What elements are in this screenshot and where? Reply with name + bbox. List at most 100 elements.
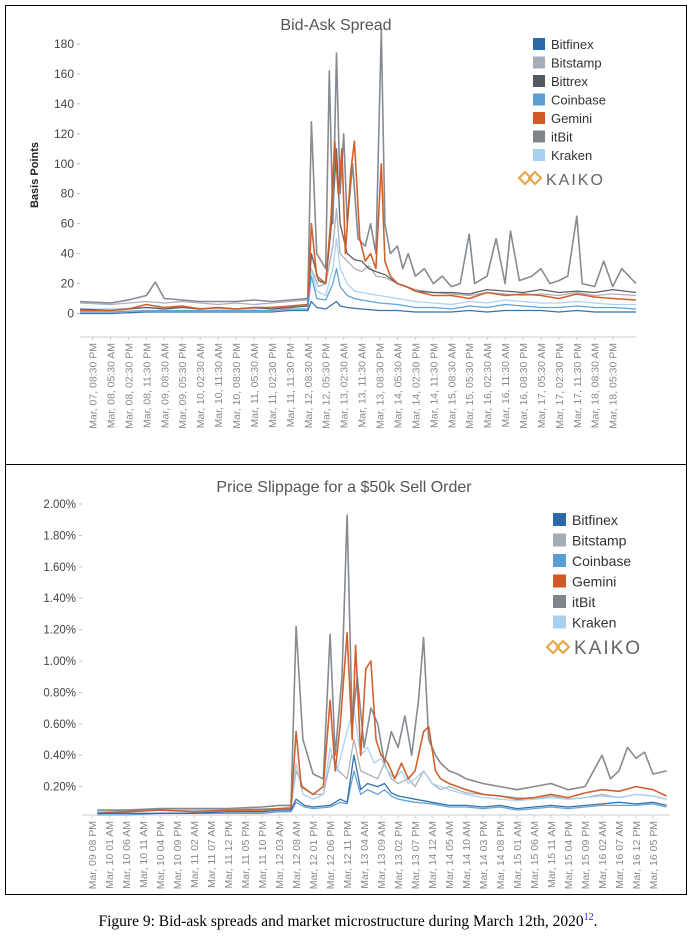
x-tick-label: Mar, 14 05 AM — [444, 821, 456, 889]
series-line-bitstamp — [97, 738, 667, 813]
x-tick-label: Mar, 10 09 PM — [172, 821, 184, 889]
legend-label-itbit: itBit — [572, 594, 595, 610]
legend-swatch-bittrex — [533, 75, 545, 87]
x-tick-label: Mar, 14, 02:30 PM — [410, 343, 422, 429]
y-tick-label: 120 — [54, 127, 74, 141]
x-tick-label: Mar, 17, 05:30 AM — [536, 343, 548, 428]
legend-label-bitfinex: Bitfinex — [551, 37, 594, 52]
y-tick-label: 2.00% — [43, 499, 76, 511]
kaiko-logo: KAIKO — [517, 170, 605, 189]
y-tick-label: 140 — [54, 97, 74, 111]
x-tick-label: Mar, 13, 11:30 AM — [357, 343, 369, 427]
legend-label-gemini: Gemini — [551, 111, 592, 126]
figure-caption: Figure 9: Bid-ask spreads and market mic… — [0, 912, 696, 931]
x-tick-label: Mar, 11 07 AM — [206, 821, 218, 888]
x-tick-label: Mar, 15 04 PM — [563, 821, 575, 889]
x-tick-label: Mar, 12 06 PM — [325, 821, 337, 889]
legend-label-coinbase: Coinbase — [572, 553, 631, 569]
x-tick-label: Mar, 14 10 AM — [461, 821, 473, 889]
x-tick-label: Mar, 10 06 AM — [121, 821, 133, 889]
x-tick-label: Mar, 14 03 PM — [478, 821, 490, 889]
x-tick-label: Mar, 08, 11:30 PM — [141, 343, 153, 428]
x-tick-label: Mar, 14 08 PM — [495, 821, 507, 889]
x-tick-label: Mar, 10, 02:30 AM — [195, 343, 207, 428]
x-tick-label: Mar, 12 01 PM — [308, 821, 320, 889]
x-tick-label: Mar, 15, 08:30 AM — [446, 343, 458, 428]
x-tick-label: Mar, 13 02 PM — [393, 821, 405, 889]
x-tick-label: Mar, 13, 02:30 AM — [339, 343, 351, 428]
caption-footnote-link[interactable]: 12 — [583, 912, 594, 923]
y-tick-label: 160 — [54, 67, 74, 81]
y-tick-label: 0.20% — [43, 782, 76, 794]
x-tick-label: Mar, 10 04 PM — [155, 821, 167, 889]
y-tick-label: 180 — [54, 37, 74, 51]
x-tick-label: Mar, 10 11 AM — [138, 821, 150, 888]
y-tick-label: 80 — [61, 187, 75, 201]
y-tick-label: 1.60% — [43, 562, 76, 574]
x-tick-label: Mar, 09, 05:30 PM — [177, 343, 189, 429]
figure-frame: Bid-Ask Spread Basis Points 0 20 40 60 80 100 12… — [5, 5, 687, 895]
x-tick-label: Mar, 14 12 AM — [427, 821, 439, 889]
x-tick-label: Mar, 16 07 AM — [614, 821, 626, 889]
bid-ask-spread-panel: Bid-Ask Spread Basis Points 0 20 40 60 80 100 12… — [6, 6, 686, 465]
legend-label-kraken: Kraken — [551, 148, 592, 163]
y-tick-label: 40 — [61, 247, 75, 261]
legend-label-itbit: itBit — [551, 130, 573, 145]
x-tick-label: Mar, 11 10 PM — [257, 821, 269, 889]
legend-swatch-coinbase — [533, 93, 545, 106]
legend-label-kraken: Kraken — [572, 615, 616, 631]
y-tick-label: 1.20% — [43, 625, 76, 637]
kaiko-diamond-left — [545, 639, 561, 655]
x-tick-label: Mar, 12 03 AM — [274, 821, 286, 889]
x-tick-label: Mar, 08, 05:30 AM — [105, 343, 117, 428]
x-tick-label: Mar, 15 09 PM — [580, 821, 592, 889]
price-slippage-chart: Price Slippage for a $50k Sell Order 0.20… — [43, 479, 670, 889]
series-line-bitstamp — [79, 208, 637, 306]
x-tick-label: Mar, 13 09 AM — [376, 821, 388, 889]
x-tick-label: Mar, 11 12 PM — [223, 821, 235, 889]
series-line-kraken — [97, 707, 667, 813]
x-tick-label: Mar, 15 06 AM — [529, 821, 541, 889]
kaiko-logo: KAIKO — [545, 638, 642, 659]
x-tick-label: Mar, 11, 11:30 PM — [285, 343, 297, 427]
legend-swatch-gemini — [533, 112, 545, 124]
price-slippage-panel: Price Slippage for a $50k Sell Order 0.20… — [6, 465, 686, 895]
legend-swatch-itbit — [533, 130, 545, 143]
series-line-itbit — [79, 29, 637, 304]
y-tick-label: 1.80% — [43, 530, 76, 542]
y-tick-label: 0.80% — [43, 687, 76, 699]
legend-label-bittrex: Bittrex — [551, 74, 588, 89]
legend-swatch-coinbase — [553, 554, 566, 567]
series-line-coinbase — [97, 770, 667, 816]
legend-label-coinbase: Coinbase — [551, 93, 606, 108]
series-line-itbit — [97, 514, 667, 811]
kaiko-logo-text: KAIKO — [574, 638, 642, 659]
legend-swatch-kraken — [533, 149, 545, 161]
x-tick-label: Mar, 12 11 PM — [342, 821, 354, 889]
legend-swatch-bitfinex — [553, 513, 566, 526]
x-tick-label: Mar, 16 02 AM — [597, 821, 609, 889]
y-tick-label: 100 — [54, 157, 74, 171]
legend-swatch-itbit — [553, 595, 566, 608]
kaiko-logo-text: KAIKO — [546, 172, 605, 189]
bid-ask-spread-chart: Bid-Ask Spread Basis Points 0 20 40 60 80 100 12… — [29, 17, 637, 429]
legend-swatch-bitstamp — [533, 56, 545, 69]
x-tick-label: Mar, 09, 08:30 AM — [159, 343, 171, 428]
x-tick-label: Mar, 13 07 PM — [410, 821, 422, 889]
series-line-gemini — [80, 140, 637, 312]
y-tick-label: 1.40% — [43, 593, 76, 605]
legend-label-bitfinex: Bitfinex — [572, 512, 618, 528]
caption-end: . — [593, 913, 598, 931]
x-tick-label: Mar, 10, 11:30 AM — [213, 343, 225, 427]
x-tick-label: Mar, 11, 05:30 AM — [249, 343, 261, 427]
legend-swatch-kraken — [553, 615, 566, 629]
legend-swatch-bitstamp — [553, 533, 566, 547]
x-tick-label: Mar, 16, 11:30 AM — [500, 343, 512, 427]
x-tick-label: Mar, 16, 02:30 AM — [482, 343, 494, 428]
x-tick-label: Mar, 14, 05:30 AM — [392, 343, 404, 428]
x-tick-label: Mar, 10, 08:30 PM — [231, 343, 243, 429]
x-tick-label: Mar, 11 05 PM — [240, 821, 252, 889]
y-tick-label: 0.40% — [43, 750, 76, 762]
legend-swatch-gemini — [553, 574, 566, 588]
legend-label-gemini: Gemini — [572, 574, 616, 590]
